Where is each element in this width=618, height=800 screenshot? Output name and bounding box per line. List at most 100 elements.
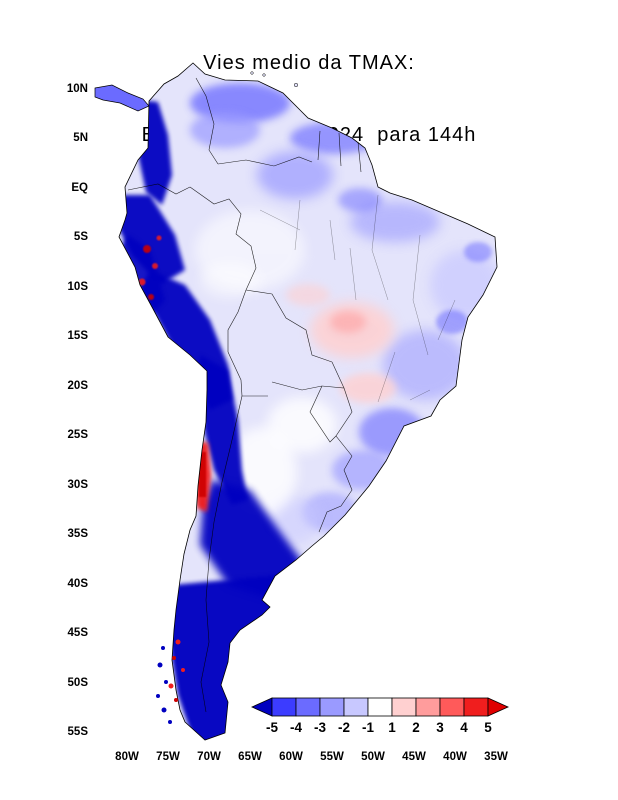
colorbar-tick-label: 1 [388,720,396,735]
lat-tick-label: 30S [68,479,89,491]
border-line [318,455,353,533]
border-line [321,361,353,457]
border-line [245,289,333,363]
island-dot [250,71,254,75]
state-borders [259,194,456,403]
border-line [200,395,243,713]
colorbar-segment [439,697,465,717]
border-line [195,77,219,165]
lat-tick-label: 10S [68,281,89,293]
colorbar-segment [391,697,417,717]
lon-tick-label: 75W [156,751,180,763]
bias-blob-roraima [257,151,333,199]
lat-tick-label: 35S [68,528,89,540]
bias-blob-ne-spot-1 [436,310,468,334]
border-line [259,199,431,401]
south-red-speck [168,683,174,689]
border-line [412,234,429,356]
archipelago-speck [156,694,160,698]
archipelago-speck [168,720,172,724]
archipelago-speck [161,646,165,650]
colorbar-tick-label: 2 [412,720,420,735]
colorbar-tick-label: -4 [290,720,302,735]
colorbar-tick-label: 5 [484,720,492,735]
lon-tick-label: 40W [443,751,467,763]
lat-tick-label: 50S [68,677,89,689]
lon-tick-label: 60W [279,751,303,763]
colorbar-segment [295,697,321,717]
bias-blob-para-spot [338,188,382,212]
bias-blob-guianas [290,122,380,154]
bias-red-peru-spot [152,263,158,269]
lat-tick-label: 5S [74,231,88,243]
border-line [371,194,389,301]
bias-blob-venezuela-interior [190,112,260,148]
lat-tick-label: 25S [68,429,89,441]
bias-red-peru-spot [143,245,151,253]
colorbar-segment [271,697,297,717]
south-red-speck [172,656,176,660]
lon-axis: 80W 75W 70W 65W 60W 55W 50W 45W 40W 35W [115,751,508,763]
colorbar-left-arrow [251,697,273,717]
bias-band-peru-coast [120,235,165,315]
lon-tick-label: 65W [238,751,262,763]
south-red-speck [175,639,181,645]
bias-red-peru-spot [148,294,154,300]
border-line [217,156,313,167]
bias-red-peru-spot [138,278,146,286]
south-red-speck [174,698,178,702]
central-america-strip [94,84,150,112]
lon-tick-label: 55W [320,751,344,763]
border-line [349,247,357,301]
colorbar-labels: -5 -4 -3 -2 -1 1 2 3 4 5 [266,720,492,735]
border-line [317,130,362,173]
bias-band-chile-argentina [198,355,248,505]
bias-blob-center-pink-south [340,373,396,403]
colorbar-tick-label: -3 [314,720,326,735]
coastline-outline [118,62,498,741]
archipelago-speck [157,662,163,668]
archipelago-speck [164,680,168,684]
colorbar-segment [343,697,369,717]
colorbar-tick-label: -2 [338,720,350,735]
colorbar-right-arrow [487,697,509,717]
bias-red-peru-spot [156,235,162,241]
bias-blob-ne-brazil [430,250,497,320]
border-line [227,289,247,352]
lat-tick-label: 45S [68,627,89,639]
colorbar-segment [463,697,489,717]
colorbar-tick-label: 4 [460,720,468,735]
island-dot [262,73,266,77]
bias-blob-south-brazil [332,450,392,490]
lat-tick-label: 20S [68,380,89,392]
border-line [189,186,257,291]
island-dot [293,82,299,88]
south-red-speck [181,668,185,672]
lat-tick-label: 15S [68,330,89,342]
bias-blob-east-brazil [383,330,467,400]
colorbar-segment [415,697,441,717]
lat-tick-label: 40S [68,578,89,590]
colorbar-segment [367,697,393,717]
lon-tick-label: 50W [361,751,385,763]
archipelago-speck [161,707,167,713]
lat-tick-label: 55S [68,726,89,738]
border-line [437,299,456,341]
bias-blob-center-pink-core [330,311,366,333]
lat-tick-label: 10N [67,83,88,95]
bias-blob-ne-spot-2 [464,242,492,262]
border-line [377,351,396,403]
lon-tick-label: 35W [484,751,508,763]
island-dots [250,71,299,88]
border-line [309,385,337,443]
bias-blob-para [350,202,440,242]
bias-red-chile-core [199,452,206,497]
bias-band-south-andes [200,480,312,598]
title-line-1: Vies medio da TMAX: [203,52,415,74]
border-line [271,381,323,391]
colorbar-segment [319,697,345,717]
lon-tick-label: 70W [197,751,221,763]
colorbar-tick-label: -5 [266,720,278,735]
lat-axis: 10N 5N EQ 5S 10S 15S 20S 25S 30S 35S 40S… [67,83,88,738]
